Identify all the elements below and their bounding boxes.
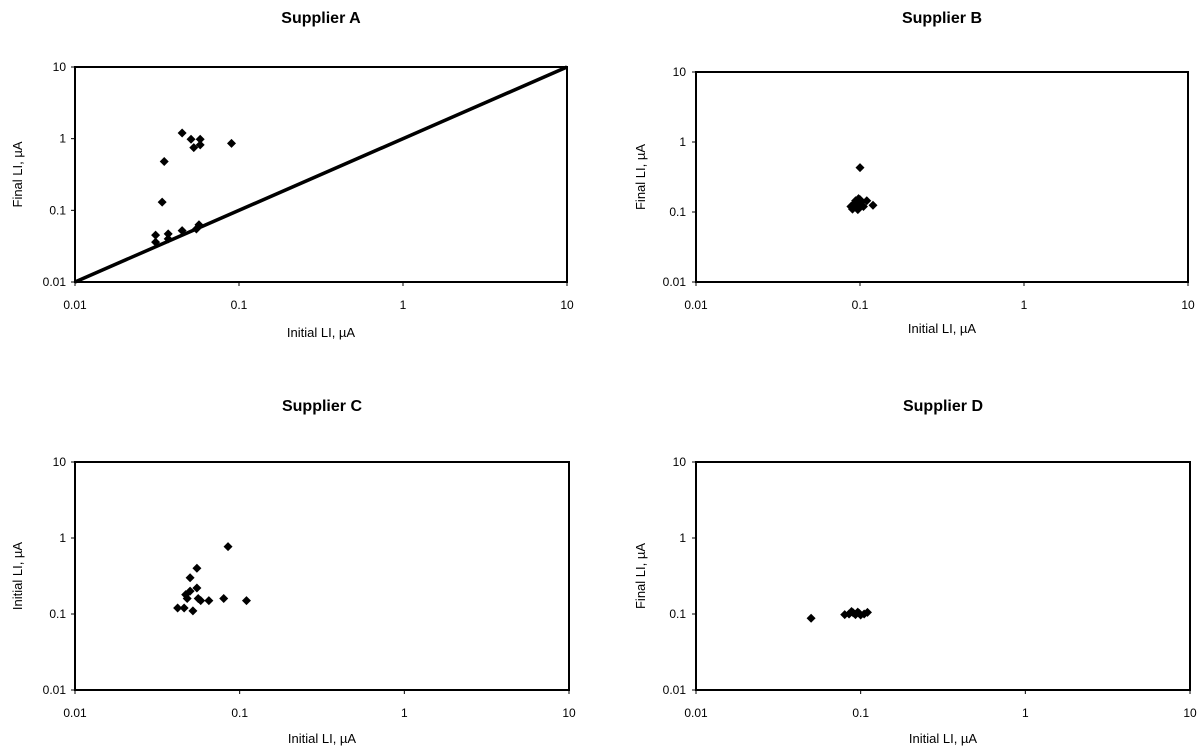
y-tick-label: 0.1	[49, 607, 66, 621]
chart-title: Supplier B	[902, 10, 982, 27]
x-tick-label: 1	[1021, 298, 1028, 312]
data-point	[163, 234, 173, 244]
y-tick-label: 10	[53, 60, 67, 74]
x-axis-label: Initial LI, µA	[288, 731, 357, 746]
data-point	[196, 596, 206, 606]
chart-panel-4: Supplier D 0.01 0.1 1 10 0.01 0.1 1 10 Initial LI…	[633, 398, 1197, 746]
x-tick-label: 10	[1183, 706, 1197, 720]
y-tick-label: 0.01	[43, 683, 67, 697]
chart-panel-3: Supplier C 0.01 0.1 1 10 0.01 0.1 1 10 Initial LI…	[10, 398, 576, 746]
data-point	[868, 200, 878, 210]
data-point	[185, 573, 195, 583]
x-tick-label: 10	[562, 706, 576, 720]
data-point	[223, 542, 233, 552]
plot-area-frame	[695, 461, 1191, 691]
data-point	[862, 196, 872, 206]
data-point	[226, 138, 236, 148]
data-point	[173, 603, 183, 613]
x-tick-label: 0.1	[231, 298, 248, 312]
y-axis-label: Final LI, µA	[10, 141, 25, 207]
x-tick-label: 1	[401, 706, 408, 720]
data-point	[241, 596, 251, 606]
data-point	[188, 606, 198, 616]
y-tick-label: 10	[673, 65, 687, 79]
data-point	[159, 157, 169, 167]
chart-panel-2: Supplier B 0.01 0.1 1 10 0.01 0.1 1 10 Initial LI…	[633, 10, 1195, 336]
y-axis-label: Final LI, µA	[633, 144, 648, 210]
y-tick-label: 10	[53, 455, 67, 469]
y-tick-label: 0.1	[669, 607, 686, 621]
data-point	[151, 237, 161, 247]
x-tick-label: 10	[1181, 298, 1195, 312]
data-point	[177, 128, 187, 138]
data-point	[192, 583, 202, 593]
y-tick-label: 0.01	[663, 275, 687, 289]
y-tick-label: 0.01	[663, 683, 687, 697]
plot-area-frame	[695, 71, 1189, 283]
chart-title: Supplier C	[282, 398, 362, 415]
y-tick-label: 10	[673, 455, 687, 469]
data-point	[186, 134, 196, 144]
y-tick-label: 1	[59, 132, 66, 146]
reference-line	[74, 65, 568, 284]
data-point	[855, 195, 865, 205]
data-point	[163, 229, 173, 239]
y-tick-label: 1	[679, 135, 686, 149]
chart-title: Supplier D	[903, 398, 983, 415]
x-tick-label: 1	[1022, 706, 1029, 720]
data-point	[177, 226, 187, 236]
x-tick-label: 0.01	[684, 298, 708, 312]
y-tick-label: 0.1	[669, 205, 686, 219]
y-axis-label: Initial LI, µA	[10, 542, 25, 611]
chart-panel-1: Supplier A 0.01 0.1 1 10 0.01 0.1 1 10 Initial LI…	[10, 10, 574, 340]
data-point	[192, 563, 202, 573]
data-point	[189, 143, 199, 153]
x-tick-label: 0.01	[63, 706, 87, 720]
data-point	[806, 613, 816, 623]
data-point	[219, 593, 229, 603]
y-tick-label: 1	[59, 531, 66, 545]
chart-title: Supplier A	[281, 10, 361, 27]
data-point	[854, 608, 864, 618]
data-point	[179, 603, 189, 613]
x-axis-label: Initial LI, µA	[908, 321, 977, 336]
data-point	[853, 205, 863, 215]
x-tick-label: 0.1	[231, 706, 248, 720]
x-tick-label: 0.01	[684, 706, 708, 720]
data-point	[157, 197, 167, 207]
plot-area-frame	[74, 461, 570, 691]
x-tick-label: 10	[560, 298, 574, 312]
data-point	[204, 596, 214, 606]
x-tick-label: 0.1	[852, 706, 869, 720]
data-point	[182, 593, 192, 603]
x-tick-label: 0.1	[852, 298, 869, 312]
data-point	[847, 606, 857, 616]
y-tick-label: 0.01	[43, 275, 67, 289]
data-point	[862, 607, 872, 617]
x-axis-label: Initial LI, µA	[287, 325, 356, 340]
y-tick-label: 0.1	[49, 203, 66, 217]
y-tick-label: 1	[679, 531, 686, 545]
data-point	[855, 163, 865, 173]
data-point	[194, 220, 204, 230]
x-tick-label: 0.01	[63, 298, 87, 312]
y-axis-label: Final LI, µA	[633, 543, 648, 609]
data-point	[195, 140, 205, 150]
x-tick-label: 1	[400, 298, 407, 312]
data-point	[151, 230, 161, 240]
x-axis-label: Initial LI, µA	[909, 731, 978, 746]
data-point	[195, 134, 205, 144]
